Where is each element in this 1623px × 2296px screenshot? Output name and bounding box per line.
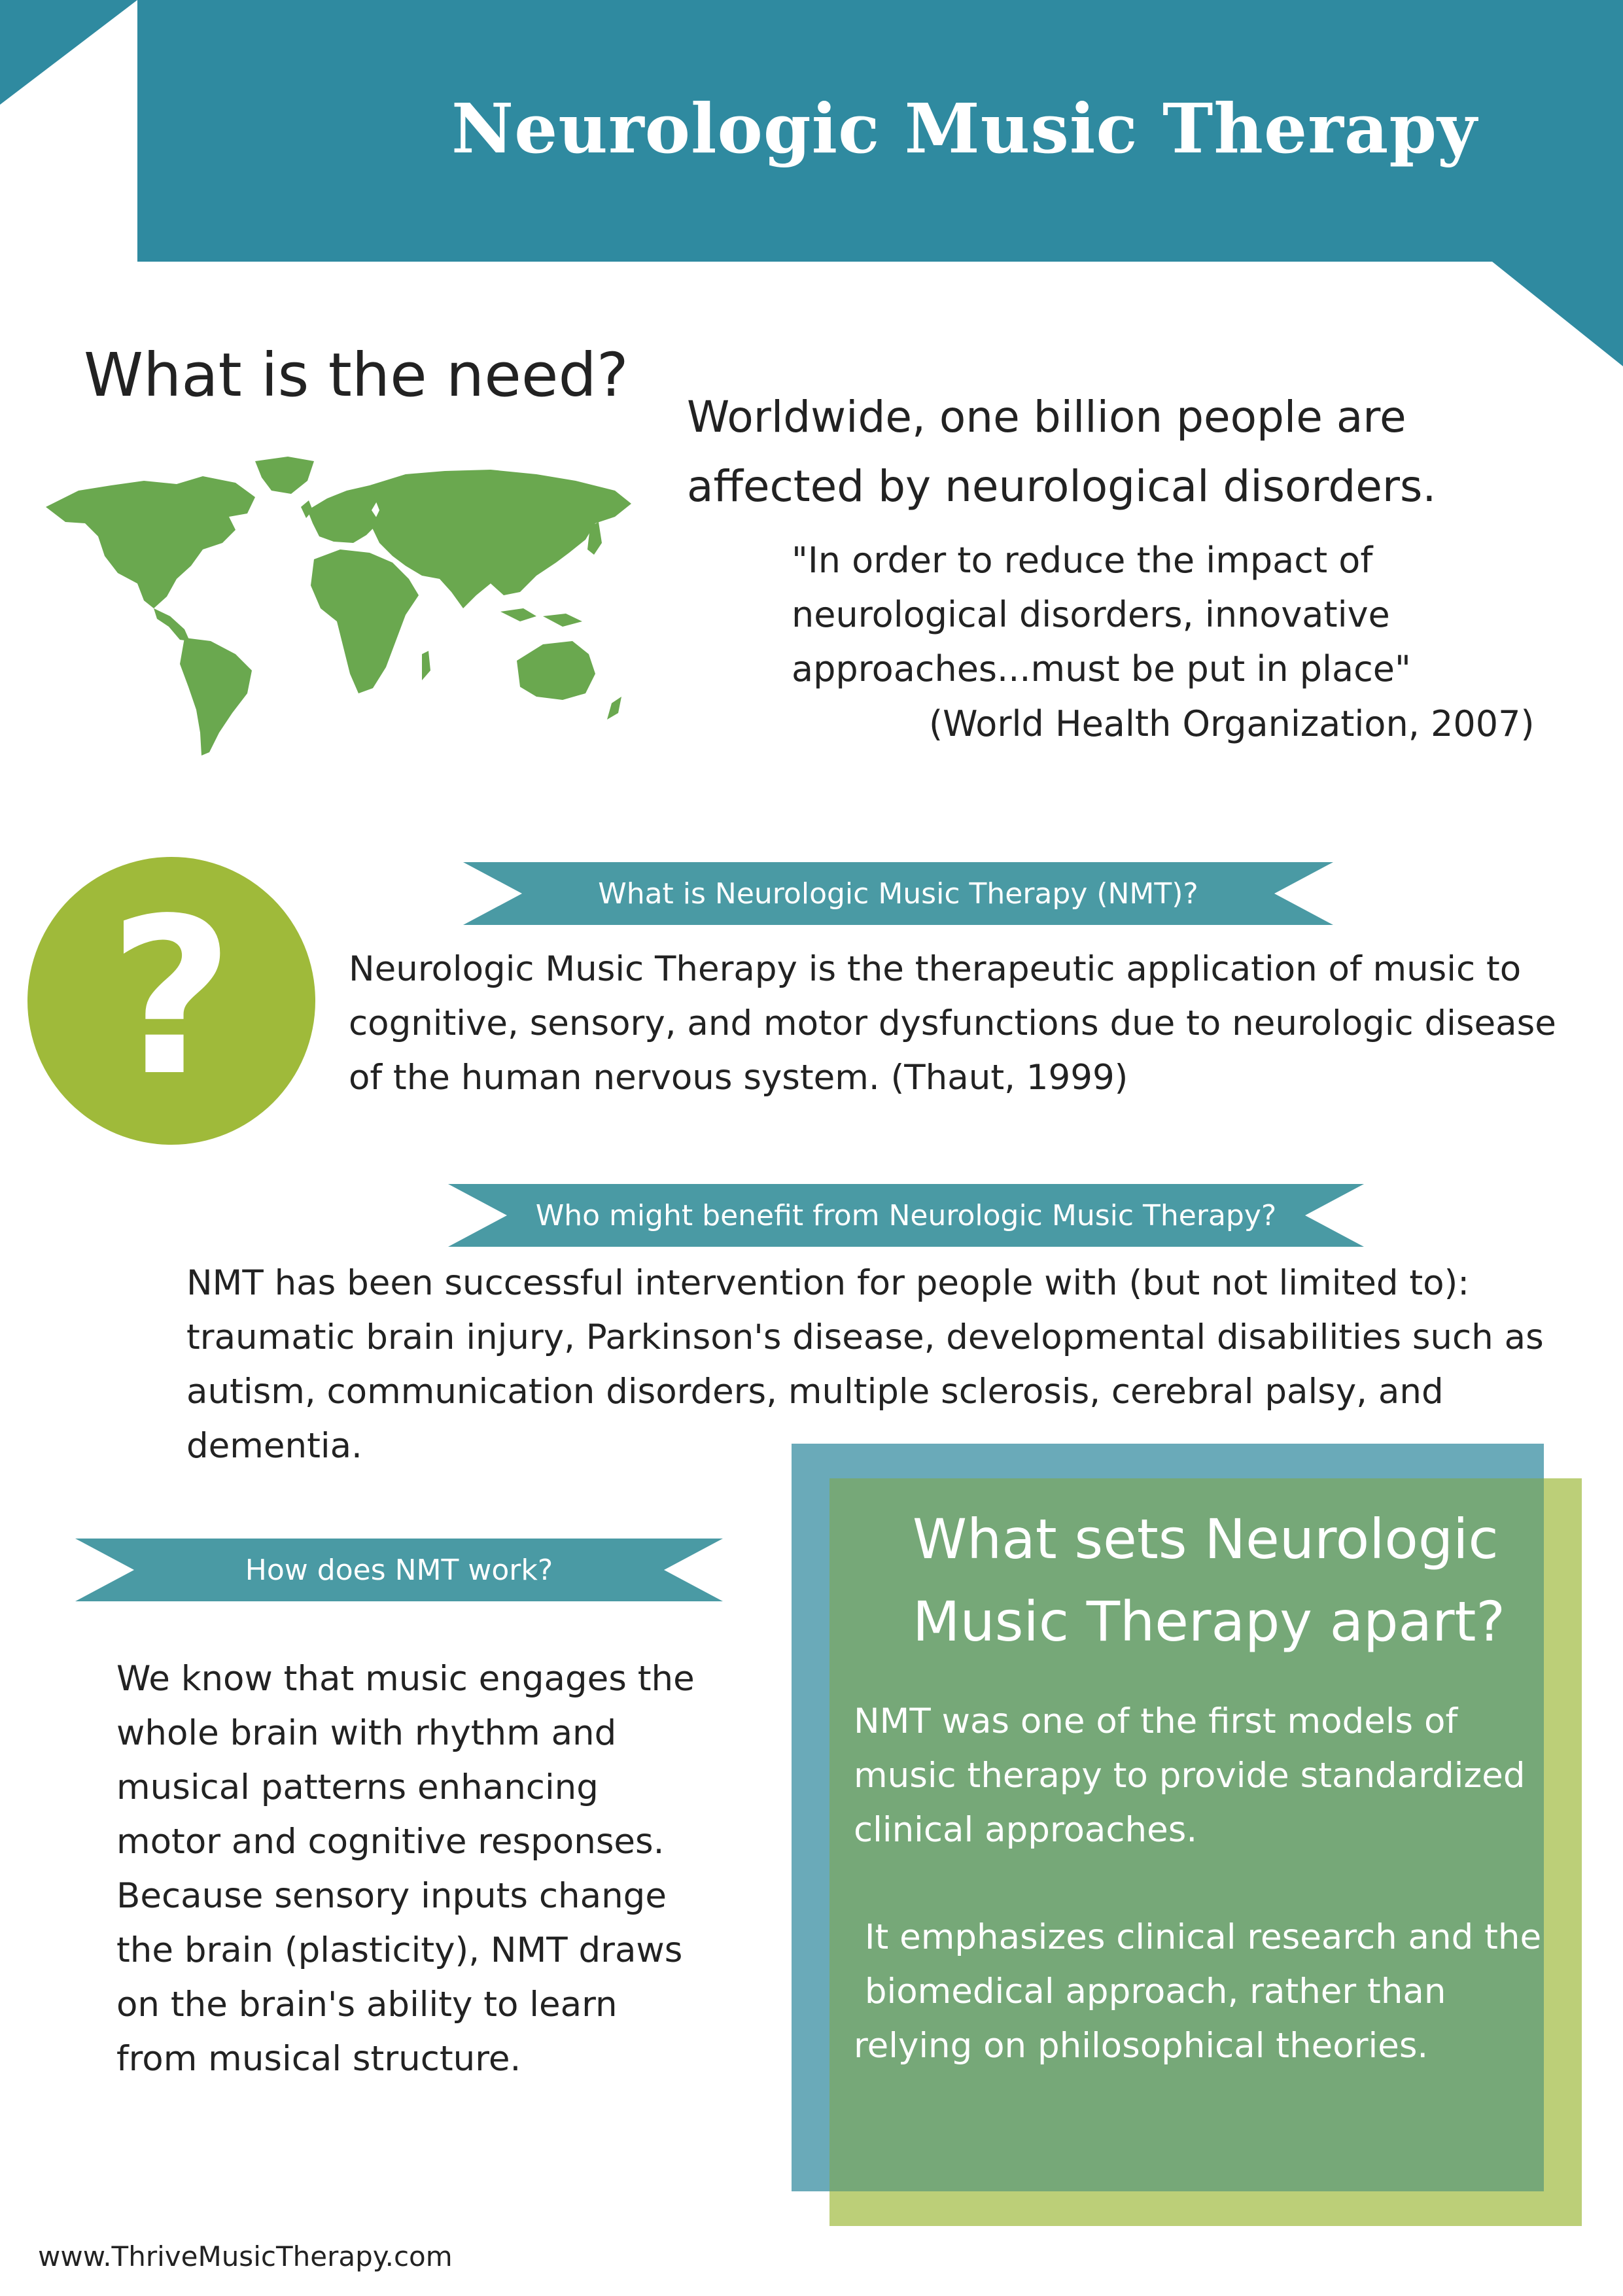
need-statement: Worldwide, one billion people are affect… [687, 392, 1437, 512]
benefit-text: NMT has been successful intervention for… [186, 1263, 1544, 1466]
page-title: Neurologic Music Therapy [451, 88, 1478, 169]
ribbon-how-nmt-works: How does NMT work? [75, 1539, 723, 1601]
header-banner [137, 0, 1623, 262]
need-quote: "In order to reduce the impact of neurol… [792, 540, 1411, 689]
apart-heading: What sets Neurologic Music Therapy apart… [913, 1507, 1505, 1654]
ribbon-what-is-nmt: What is Neurologic Music Therapy (NMT)? [463, 862, 1333, 925]
nmt-definition: Neurologic Music Therapy is the therapeu… [349, 949, 1556, 1098]
ribbon-what-is-nmt-label: What is Neurologic Music Therapy (NMT)? [598, 877, 1198, 911]
how-text: We know that music engages the whole bra… [116, 1659, 695, 2079]
header-corner-right [1492, 262, 1623, 366]
need-citation: (World Health Organization, 2007) [929, 703, 1535, 744]
question-mark-glyph: ? [109, 872, 234, 1123]
ribbon-who-benefits-label: Who might benefit from Neurologic Music … [535, 1198, 1277, 1232]
question-mark-icon: ? [27, 857, 315, 1145]
apart-paragraph-2: It emphasizes clinical research and the … [854, 1917, 1542, 2066]
footer-website-link[interactable]: www.ThriveMusicTherapy.com [38, 2240, 453, 2272]
need-heading: What is the need? [84, 340, 629, 410]
ribbon-how-nmt-works-label: How does NMT work? [245, 1553, 553, 1587]
ribbon-who-benefits: Who might benefit from Neurologic Music … [448, 1184, 1364, 1247]
apart-paragraph-1: NMT was one of the first models of music… [854, 1701, 1526, 1850]
apart-box-green [829, 1478, 1544, 2191]
world-map-icon [46, 457, 631, 756]
header-corner-left [0, 0, 137, 105]
